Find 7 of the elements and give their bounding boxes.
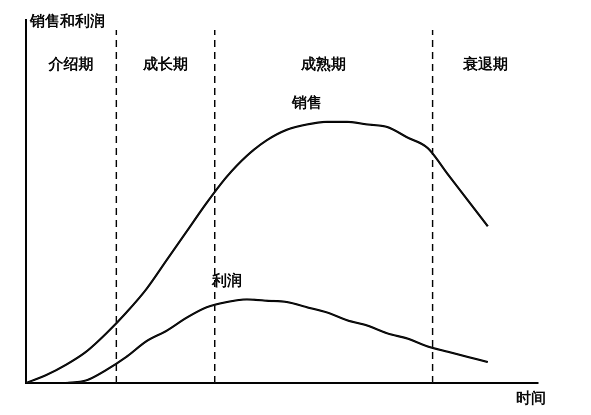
text: 成熟期 xyxy=(300,54,346,73)
text: 成长期 xyxy=(142,54,188,73)
text: 销售和利润 xyxy=(29,12,105,30)
text: 衰退期 xyxy=(462,54,508,73)
x-axis-title: 时间 xyxy=(516,388,546,407)
series-label: 销售 xyxy=(291,94,322,112)
text: 介绍期 xyxy=(48,54,94,73)
